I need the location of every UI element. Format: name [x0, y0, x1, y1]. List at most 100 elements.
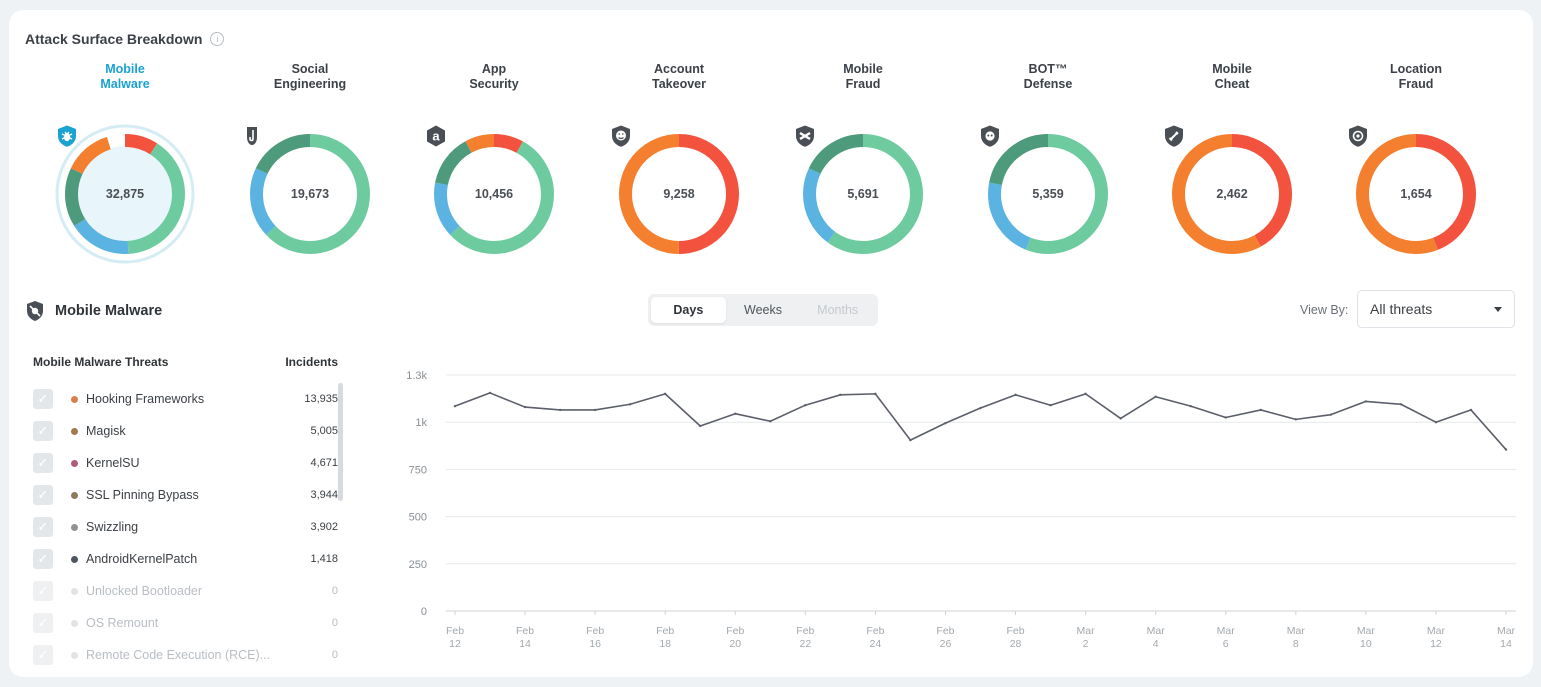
category-donut[interactable]: 2,462	[1162, 124, 1302, 264]
data-point[interactable]	[628, 403, 632, 406]
category-donut[interactable]: 32,875	[55, 124, 195, 264]
donut-segment[interactable]	[803, 134, 923, 254]
threat-checkbox[interactable]: ✓	[33, 581, 53, 601]
category-card[interactable]: BOT™ Defense 5,359	[963, 62, 1133, 264]
tab-days[interactable]: Days	[651, 297, 726, 323]
data-point[interactable]	[1014, 393, 1017, 397]
category-card[interactable]: Account Takeover 9,258	[594, 62, 764, 264]
data-point[interactable]	[558, 408, 562, 412]
data-point[interactable]	[1469, 408, 1473, 412]
donut-segment[interactable]	[434, 134, 554, 254]
data-point[interactable]	[1434, 421, 1438, 424]
threat-row[interactable]: ✓ OS Remount 0	[33, 607, 338, 639]
threat-checkbox[interactable]: ✓	[33, 453, 53, 473]
threat-checkbox[interactable]: ✓	[33, 485, 53, 505]
category-card[interactable]: Mobile Malware 32,875	[40, 62, 210, 264]
threat-checkbox[interactable]: ✓	[33, 421, 53, 441]
threat-row[interactable]: ✓ Swizzling 3,902	[33, 511, 338, 543]
data-point[interactable]	[1259, 408, 1262, 412]
data-point[interactable]	[1119, 417, 1122, 420]
x-tick-label: Feb 28	[1006, 625, 1024, 650]
category-label-line: Mobile	[105, 62, 145, 76]
data-point[interactable]	[488, 391, 492, 395]
data-point[interactable]	[734, 412, 737, 415]
data-point[interactable]	[1154, 395, 1157, 398]
category-donut[interactable]: 5,359	[978, 124, 1118, 264]
data-point[interactable]	[1224, 416, 1227, 419]
donut-segment[interactable]	[65, 134, 185, 254]
donut-segment[interactable]	[988, 134, 1108, 254]
data-point[interactable]	[523, 405, 527, 409]
y-tick-label: 0	[421, 606, 427, 618]
threat-checkbox[interactable]: ✓	[33, 389, 53, 409]
threat-row[interactable]: ✓ SSL Pinning Bypass 3,944	[33, 479, 338, 511]
mobile-fraud-icon	[796, 125, 814, 147]
data-point[interactable]	[874, 392, 877, 396]
data-point[interactable]	[1189, 404, 1192, 408]
threat-row[interactable]: ✓ Hooking Frameworks 13,935	[33, 383, 338, 415]
data-point[interactable]	[1364, 400, 1368, 403]
data-point[interactable]	[699, 424, 702, 428]
donut-segment[interactable]	[1356, 134, 1476, 254]
category-donut[interactable]: 1,654	[1346, 124, 1486, 264]
threat-row[interactable]: ✓ Remote Code Execution (RCE)... 0	[33, 639, 338, 671]
series-color-dot	[71, 619, 78, 627]
threat-row[interactable]: ✓ Unlocked Bootloader 0	[33, 575, 338, 607]
data-point[interactable]	[769, 420, 772, 423]
category-card[interactable]: Social Engineering 19,673	[225, 62, 395, 264]
threat-checkbox[interactable]: ✓	[33, 613, 53, 633]
threats-scrollbar[interactable]	[338, 383, 343, 501]
threat-name: Magisk	[86, 424, 126, 438]
data-point[interactable]	[664, 392, 667, 396]
category-card[interactable]: Mobile Fraud 5,691	[778, 62, 948, 264]
data-point[interactable]	[1399, 403, 1403, 406]
donut-segment[interactable]	[65, 134, 185, 254]
category-donut[interactable]: 19,673	[240, 124, 380, 264]
category-card[interactable]: Location Fraud 1,654	[1331, 62, 1501, 264]
threat-checkbox[interactable]: ✓	[33, 645, 53, 665]
data-point[interactable]	[944, 421, 947, 425]
category-donut[interactable]: a 10,456	[424, 124, 564, 264]
category-donut[interactable]: 5,691	[793, 124, 933, 264]
threat-row[interactable]: ✓ KernelSU 4,671	[33, 447, 338, 479]
donut-segment[interactable]	[1172, 134, 1292, 254]
data-point[interactable]	[1294, 418, 1297, 421]
threats-list-header: Mobile Malware Threats Incidents	[33, 355, 338, 369]
category-card[interactable]: App Security a 10,456	[409, 62, 579, 264]
category-donut[interactable]: 9,258	[609, 124, 749, 264]
info-icon[interactable]: i	[210, 32, 225, 46]
donut-segment[interactable]	[803, 134, 923, 254]
data-point[interactable]	[839, 393, 842, 397]
data-point[interactable]	[1329, 413, 1333, 416]
data-point[interactable]	[804, 404, 807, 407]
donut-segment[interactable]	[619, 134, 739, 254]
data-point[interactable]	[979, 406, 982, 410]
threat-row[interactable]: ✓ Magisk 5,005	[33, 415, 338, 447]
threat-checkbox[interactable]: ✓	[33, 517, 53, 537]
donut-segment[interactable]	[250, 134, 370, 254]
threat-row[interactable]: ✓ AndroidKernelPatch 1,418	[33, 543, 338, 575]
tab-weeks[interactable]: Weeks	[744, 303, 782, 317]
donut-segment[interactable]	[434, 134, 554, 254]
x-tick-label: Mar 6	[1217, 625, 1236, 650]
threat-checkbox[interactable]: ✓	[33, 549, 53, 569]
section-title-text: Mobile Malware	[55, 303, 163, 319]
view-by-select[interactable]: All threats	[1357, 290, 1515, 328]
donut-segment[interactable]	[250, 134, 370, 254]
donut-segment[interactable]	[65, 134, 185, 254]
data-point[interactable]	[1049, 404, 1052, 407]
data-point[interactable]	[453, 404, 457, 408]
data-point[interactable]	[909, 438, 912, 442]
category-label-line: Security	[469, 77, 519, 91]
donut-segment[interactable]	[65, 134, 185, 254]
x-tick-label: Mar 14	[1497, 625, 1516, 650]
donut-segment[interactable]	[434, 134, 554, 254]
category-card[interactable]: Mobile Cheat 2,462	[1147, 62, 1317, 264]
incidents-series-line[interactable]	[454, 392, 1507, 451]
category-total: 2,462	[1216, 187, 1248, 201]
donut-segment[interactable]	[988, 134, 1108, 254]
data-point[interactable]	[593, 408, 597, 412]
threat-incidents: 4,671	[310, 457, 338, 469]
data-point[interactable]	[1504, 448, 1508, 451]
data-point[interactable]	[1084, 392, 1087, 396]
